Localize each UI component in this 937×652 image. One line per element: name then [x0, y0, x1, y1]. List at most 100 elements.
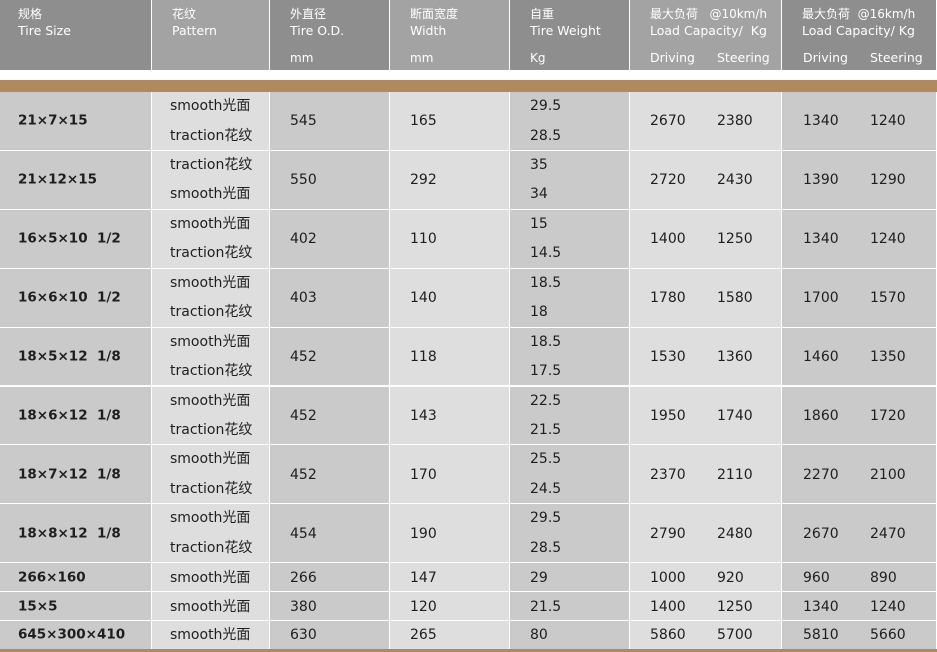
cell-pattern: traction花纹: [170, 156, 253, 173]
body-cell: [0, 563, 151, 592]
cell-load10: 1250: [717, 231, 753, 248]
body-cell: [0, 209, 151, 268]
body-cell: [270, 386, 389, 445]
header-en: Width: [410, 23, 447, 38]
cell-load16: 5660: [870, 627, 906, 644]
body-cell: [630, 504, 781, 563]
body-cell: [0, 445, 151, 504]
header-zh: 断面宽度: [410, 7, 459, 21]
cell-pattern: traction花纹: [170, 539, 253, 556]
cell-width: 143: [410, 407, 437, 424]
body-cell: [0, 386, 151, 445]
header-zh: 自重: [530, 7, 555, 21]
header-sub: Driving: [650, 50, 695, 65]
header-en: Tire Weight: [530, 23, 601, 38]
header-zh: 最大负荷 @16km/h: [802, 7, 916, 21]
cell-pattern: smooth光面: [170, 510, 251, 527]
cell-load16: 890: [870, 569, 897, 586]
cell-load10: 2670: [650, 113, 686, 130]
body-cell: [630, 92, 781, 150]
cell-load10: 2790: [650, 525, 686, 542]
body-cell: [270, 504, 389, 563]
body-cell: [630, 621, 781, 649]
body-cell: [510, 563, 629, 592]
cell-load16: 1860: [803, 407, 839, 424]
header-sub: Steering: [870, 50, 923, 65]
cell-weight: 34: [530, 186, 548, 203]
cell-weight: 14.5: [530, 245, 562, 262]
cell-pattern: smooth光面: [170, 392, 251, 409]
cell-load10: 1580: [717, 290, 753, 307]
cell-load10: 2480: [717, 525, 753, 542]
cell-load10: 5700: [717, 627, 753, 644]
header-en: Load Capacity/ Kg: [802, 23, 915, 38]
body-cell: [510, 209, 629, 268]
cell-pattern: traction花纹: [170, 304, 253, 321]
body-cell: [510, 327, 629, 386]
cell-load10: 5860: [650, 627, 686, 644]
body-cell: [782, 563, 936, 592]
cell-pattern: smooth光面: [170, 186, 251, 203]
header-en: Pattern: [172, 23, 217, 38]
cell-weight: 80: [530, 627, 548, 644]
body-cell: [270, 563, 389, 592]
cell-load10: 1530: [650, 349, 686, 366]
body-cell: [152, 504, 269, 563]
cell-od: 403: [290, 290, 317, 307]
header-zh: 规格: [18, 7, 43, 21]
body-cell: [630, 563, 781, 592]
body-cell: [510, 92, 629, 150]
body-cell: [390, 621, 509, 649]
cell-width: 190: [410, 525, 437, 542]
cell-od: 550: [290, 172, 317, 189]
cell-pattern: traction花纹: [170, 127, 253, 144]
cell-pattern: traction花纹: [170, 422, 253, 438]
cell-weight: 21.5: [530, 422, 562, 438]
body-cell: [390, 327, 509, 386]
cell-od: 380: [290, 598, 317, 615]
body-cell: [152, 386, 269, 445]
body-cell: [270, 327, 389, 386]
body-cell: [0, 327, 151, 386]
cell-weight: 29.5: [530, 510, 562, 527]
cell-load16: 2270: [803, 466, 839, 483]
cell-load10: 1000: [650, 569, 686, 586]
body-cell: [630, 592, 781, 620]
header-unit: Kg: [530, 51, 546, 65]
cell-width: 147: [410, 569, 437, 586]
cell-load10: 1400: [650, 598, 686, 615]
cell-load16: 1240: [870, 113, 906, 130]
cell-size: 16×6×10 1/2: [18, 289, 121, 306]
body-cell: [510, 268, 629, 327]
header-cell: [0, 0, 151, 70]
body-cell: [390, 563, 509, 592]
cell-size: 18×8×12 1/8: [18, 525, 121, 541]
body-cell: [152, 268, 269, 327]
cell-weight: 17.5: [530, 363, 562, 380]
body-cell: [0, 268, 151, 327]
cell-load10: 920: [717, 569, 744, 586]
body-cell: [270, 445, 389, 504]
body-cell: [782, 150, 936, 209]
body-cell: [630, 386, 781, 445]
header-en: Tire Size: [18, 23, 71, 38]
cell-load16: 2470: [870, 525, 906, 542]
cell-od: 545: [290, 113, 317, 130]
cell-size: 18×5×12 1/8: [18, 348, 121, 365]
body-cell: [270, 621, 389, 649]
body-cell: [152, 327, 269, 386]
cell-pattern: smooth光面: [170, 598, 251, 615]
cell-load10: 1740: [717, 407, 753, 424]
cell-width: 170: [410, 466, 437, 483]
cell-width: 110: [410, 231, 437, 248]
cell-weight: 29.5: [530, 98, 562, 114]
body-cell: [270, 92, 389, 150]
body-cell: [782, 92, 936, 150]
cell-weight: 35: [530, 156, 548, 173]
body-cell: [390, 504, 509, 563]
cell-width: 140: [410, 290, 437, 307]
body-cell: [390, 386, 509, 445]
bottom-bar: [0, 649, 937, 652]
cell-size: 266×160: [18, 568, 86, 585]
header-en: Tire O.D.: [290, 23, 345, 38]
